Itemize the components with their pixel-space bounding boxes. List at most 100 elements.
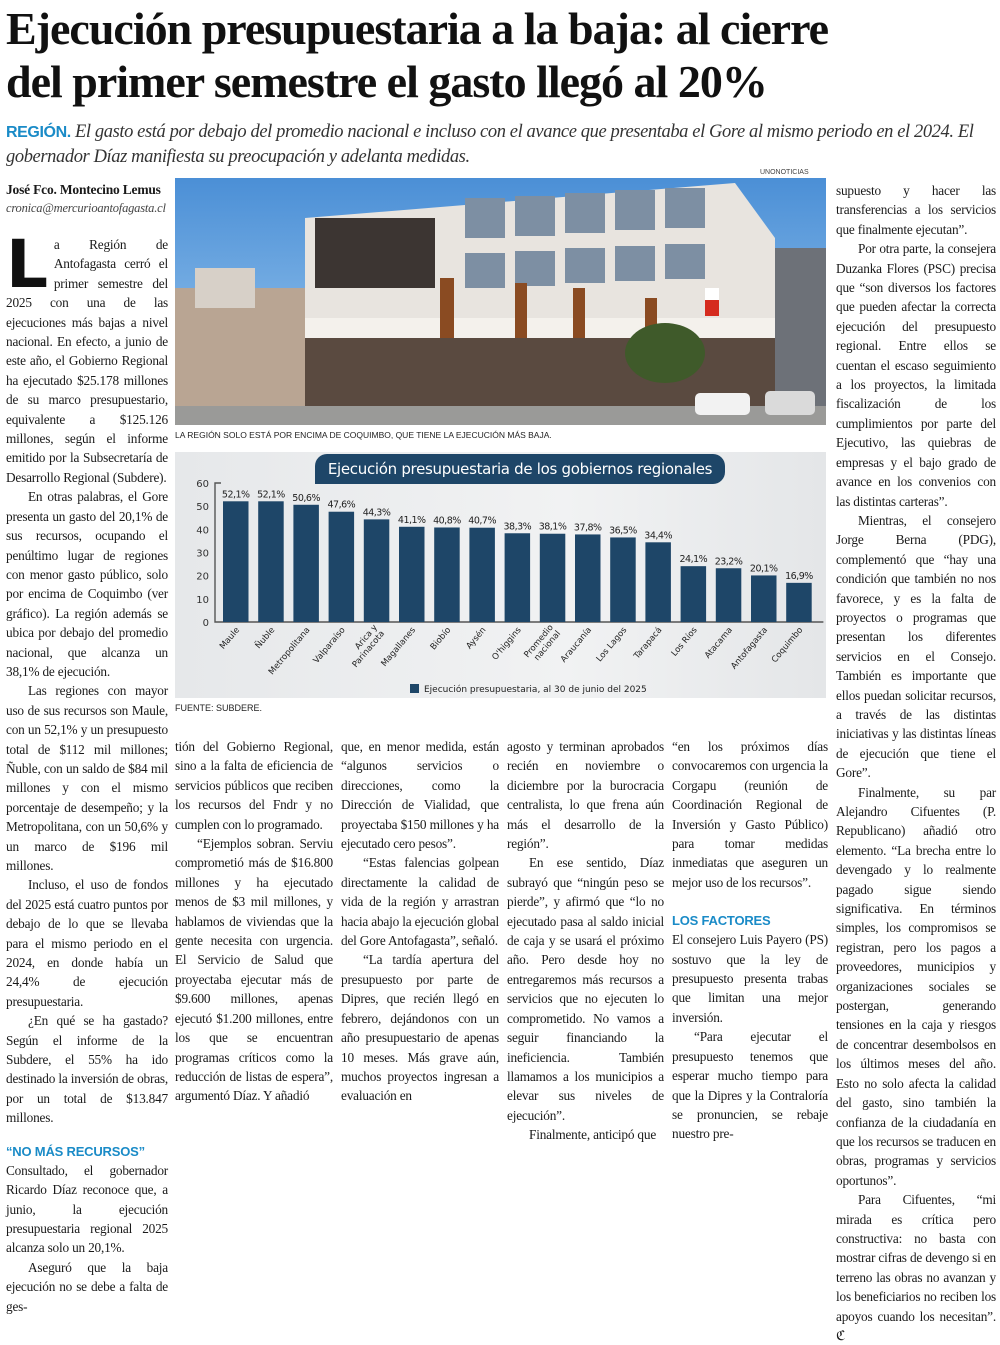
paragraph: Para Cifuentes, “mi mirada es crítica pe… — [836, 1192, 996, 1343]
x-tick-label: Promedionacional — [522, 623, 563, 666]
paragraph: El consejero Luis Payero (PS) sostuvo qu… — [672, 932, 828, 1025]
bar — [610, 537, 636, 622]
y-tick-label: 0 — [203, 618, 209, 629]
bar-value-label: 52,1% — [257, 489, 285, 500]
paragraph: Aseguró que la baja ejecución no se debe… — [6, 1259, 168, 1314]
bar-value-label: 40,7% — [468, 516, 496, 527]
bar-value-label: 34,4% — [644, 530, 672, 541]
bar — [786, 582, 812, 622]
bar — [363, 519, 390, 622]
chart-plot: 010203040506052,1%Maule52,1%Ñuble50,6%Me… — [196, 479, 824, 695]
subheading: “NO MÁS RECURSOS” — [6, 1143, 145, 1159]
y-tick-label: 10 — [196, 595, 209, 606]
bar-value-label: 50,6% — [292, 493, 320, 504]
y-tick-label: 50 — [196, 502, 209, 513]
x-tick-label: Los Ríos — [670, 625, 700, 659]
paragraph: En otras palabras, el Gore presenta un g… — [6, 489, 168, 679]
article-column-5: “en los próximos días convocaremos con u… — [672, 737, 828, 1144]
photo-caption: LA REGIÓN SOLO ESTÁ POR ENCIMA DE COQUIM… — [175, 430, 552, 440]
bar-chart: Ejecución presupuestaria de los gobierno… — [175, 452, 826, 698]
deck: REGIÓN. El gasto está por debajo del pro… — [6, 120, 996, 169]
bar-value-label: 40,8% — [433, 515, 461, 526]
building-illustration — [175, 183, 826, 425]
bar-value-label: 37,8% — [574, 522, 602, 533]
bar — [645, 542, 671, 622]
x-tick-label: Antofagasta — [729, 626, 770, 672]
x-tick-label: O'higgins — [490, 625, 524, 662]
paragraph: En ese sentido, Díaz subrayó que “ningún… — [507, 855, 664, 1123]
bar-value-label: 44,3% — [363, 507, 391, 518]
paragraph: que, en menor medida, están “algunos ser… — [341, 739, 499, 852]
x-tick-label: Araucanía — [559, 626, 594, 665]
subheading: LOS FACTORES — [672, 913, 771, 929]
y-tick-label: 30 — [196, 549, 209, 560]
x-tick-label: Maule — [218, 626, 242, 652]
headline: Ejecución presupuestaria a la baja: al c… — [6, 2, 996, 108]
article-column-3: que, en menor medida, están “algunos ser… — [341, 737, 499, 1106]
bar — [539, 533, 566, 622]
paragraph: ¿En qué se ha gastado? Según el informe … — [6, 1013, 168, 1126]
paragraph: Finalmente, anticipó que — [529, 1127, 657, 1143]
x-tick-label: Coquimbo — [770, 626, 805, 665]
x-tick-label: Magallanes — [379, 625, 418, 669]
x-tick-label: Tarapacá — [632, 626, 665, 662]
x-tick-label: Biobío — [429, 626, 454, 653]
article-column-4: agosto y terminan aprobados recién en no… — [507, 737, 664, 1145]
paragraph: “en los próximos días convocaremos con u… — [672, 739, 828, 890]
bar-value-label: 38,1% — [539, 522, 567, 533]
y-tick-label: 60 — [196, 479, 209, 490]
bar — [504, 533, 531, 622]
bar — [751, 575, 777, 622]
x-tick-label: Los Lagos — [595, 625, 630, 664]
bar — [715, 568, 742, 622]
y-tick-label: 40 — [196, 525, 209, 536]
article-column-1: José Fco. Montecino Lemus cronica@mercur… — [6, 181, 168, 1316]
bar-value-label: 24,1% — [680, 554, 708, 565]
photo-credit: UNONOTICIAS — [760, 169, 809, 176]
bar-value-label: 38,3% — [504, 521, 532, 532]
paragraph: “Para ejecutar el presupuesto tenemos qu… — [672, 1029, 828, 1142]
chart-source: FUENTE: SUBDERE. — [175, 703, 263, 713]
headline-line-2: del primer semestre el gasto llegó al 20… — [6, 56, 768, 107]
paragraph: Consultado, el gobernador Ricardo Díaz r… — [6, 1162, 168, 1256]
paragraph: Las regiones con mayor uso de sus recurs… — [6, 683, 168, 873]
bar-value-label: 47,6% — [328, 500, 356, 511]
byline-author: José Fco. Montecino Lemus — [6, 182, 161, 197]
article-column-6: supuesto y hacer las transferencias a lo… — [836, 181, 996, 1345]
legend-label: Ejecución presupuestaria, al 30 de junio… — [424, 684, 647, 695]
bar — [223, 501, 249, 622]
paragraph: agosto y terminan aprobados recién en no… — [507, 739, 664, 852]
deck-text: El gasto está por debajo del promedio na… — [6, 122, 974, 167]
bar-value-label: 36,5% — [609, 525, 637, 536]
bar-value-label: 23,2% — [715, 556, 743, 567]
paragraph: Por otra parte, la consejera Duzanka Flo… — [836, 241, 996, 509]
paragraph: Finalmente, su par Alejandro Cifuentes (… — [836, 784, 996, 1188]
chart-title: Ejecución presupuestaria de los gobierno… — [315, 454, 725, 484]
article-column-2: tión del Gobierno Regional, sino a la fa… — [175, 737, 333, 1106]
drop-cap: L — [6, 226, 48, 303]
bar — [328, 511, 355, 622]
paragraph: Mientras, el consejero Jorge Berna (PDG)… — [836, 512, 996, 781]
x-tick-label: Valparaíso — [312, 626, 348, 666]
bar — [575, 534, 601, 622]
bar — [469, 527, 495, 622]
bar — [680, 566, 707, 622]
bar — [399, 526, 425, 622]
paragraph: “Ejemplos sobran. Serviu comprometió más… — [175, 836, 333, 1104]
x-tick-label: Atacama — [703, 626, 735, 661]
bar-value-label: 16,9% — [785, 571, 813, 582]
bar — [434, 527, 460, 622]
x-tick-label: Ñuble — [253, 625, 277, 651]
y-tick-label: 20 — [196, 572, 209, 583]
headline-line-1: Ejecución presupuestaria a la baja: al c… — [6, 3, 829, 54]
paragraph: “Estas falencias golpean directamente la… — [341, 855, 499, 949]
byline-email[interactable]: cronica@mercurioantofagasta.cl — [6, 201, 166, 215]
paragraph: supuesto y hacer las transferencias a lo… — [836, 183, 996, 237]
paragraph: tión del Gobierno Regional, sino a la fa… — [175, 739, 333, 832]
bar-value-label: 20,1% — [750, 563, 778, 574]
bar — [293, 504, 319, 622]
paragraph: Incluso, el uso de fondos del 2025 está … — [6, 877, 168, 1009]
legend-swatch — [410, 684, 419, 693]
photo-building — [175, 178, 826, 425]
